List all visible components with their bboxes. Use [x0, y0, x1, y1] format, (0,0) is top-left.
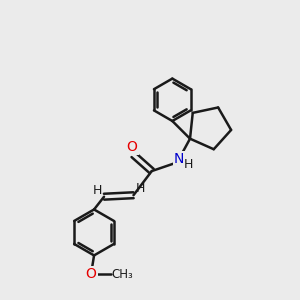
Text: N: N [174, 152, 184, 166]
Text: O: O [86, 267, 97, 281]
Text: CH₃: CH₃ [111, 268, 133, 281]
Text: O: O [127, 140, 137, 154]
Text: H: H [135, 182, 145, 195]
Text: H: H [93, 184, 102, 197]
Text: H: H [184, 158, 194, 171]
